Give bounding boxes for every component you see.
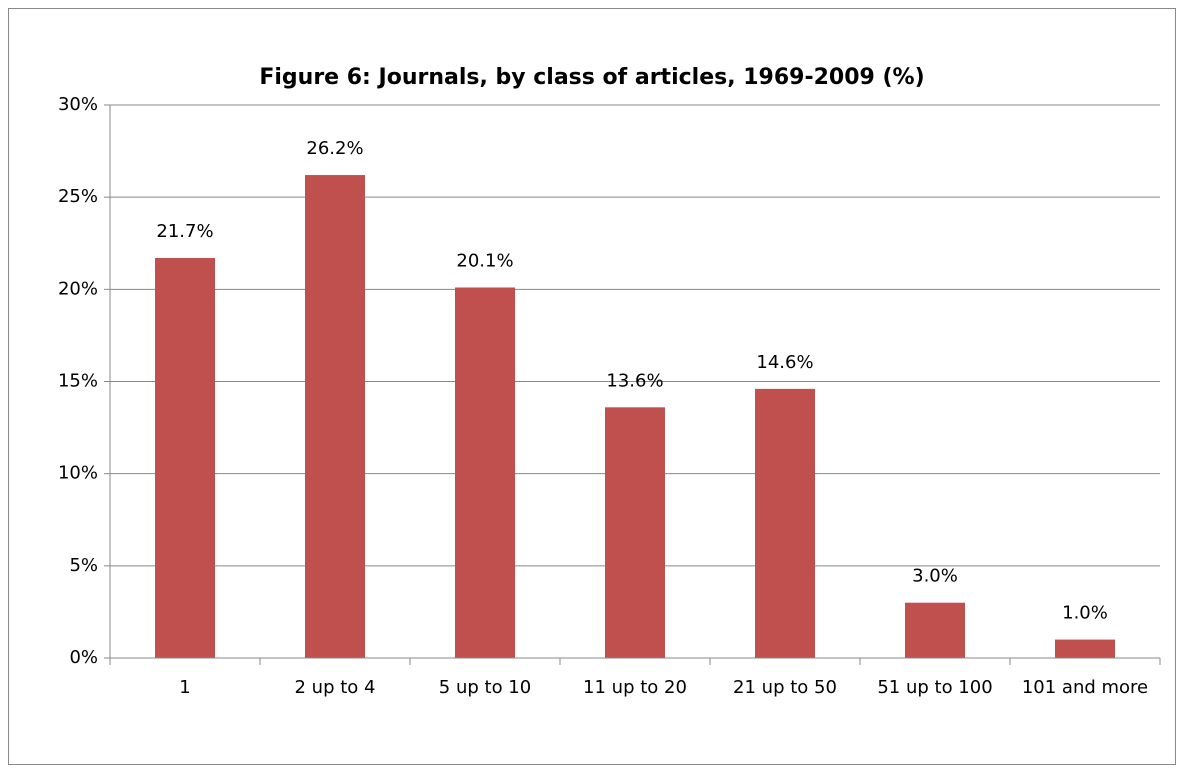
x-tick-label-box: 2 up to 4 — [294, 677, 376, 698]
y-tick-label: 30% — [58, 94, 98, 115]
value-label: 21.7% — [156, 221, 213, 242]
x-tick-label: 5 up to 10 — [438, 677, 532, 698]
x-tick-label: 2 up to 4 — [294, 677, 376, 698]
bar — [305, 175, 365, 658]
y-tick-label: 25% — [58, 186, 98, 207]
y-tick-label: 5% — [69, 555, 98, 576]
value-label: 1.0% — [1062, 603, 1108, 624]
x-tick-label-box: 101 and more — [1021, 677, 1149, 698]
x-tick-label: 101 and more — [1021, 677, 1149, 698]
bar — [455, 287, 515, 658]
chart-title: Figure 6: Journals, by class of articles… — [259, 65, 924, 90]
value-label: 26.2% — [306, 138, 363, 159]
value-label: 3.0% — [912, 566, 958, 587]
x-tick-label-box: 1 — [179, 677, 191, 698]
x-tick-label: 1 — [179, 677, 191, 698]
bar — [605, 407, 665, 658]
x-tick-label-box: 11 up to 20 — [583, 677, 687, 698]
x-tick-label-box: 21 up to 50 — [733, 677, 837, 698]
bar — [755, 388, 815, 658]
bar — [155, 257, 215, 658]
bar — [1055, 639, 1115, 658]
x-tick-label: 21 up to 50 — [733, 677, 837, 698]
bar — [905, 602, 965, 658]
value-label: 13.6% — [606, 370, 663, 391]
x-tick-label-box: 51 up to 100 — [877, 677, 993, 698]
x-tick-label: 51 up to 100 — [877, 677, 993, 698]
y-tick-label: 0% — [69, 647, 98, 668]
y-tick-label: 10% — [58, 463, 98, 484]
y-tick-label: 20% — [58, 278, 98, 299]
x-tick-label: 11 up to 20 — [583, 677, 687, 698]
value-label: 14.6% — [756, 352, 813, 373]
y-tick-label: 15% — [58, 371, 98, 392]
value-label: 20.1% — [456, 250, 513, 271]
x-tick-label-box: 5 up to 10 — [438, 677, 532, 698]
